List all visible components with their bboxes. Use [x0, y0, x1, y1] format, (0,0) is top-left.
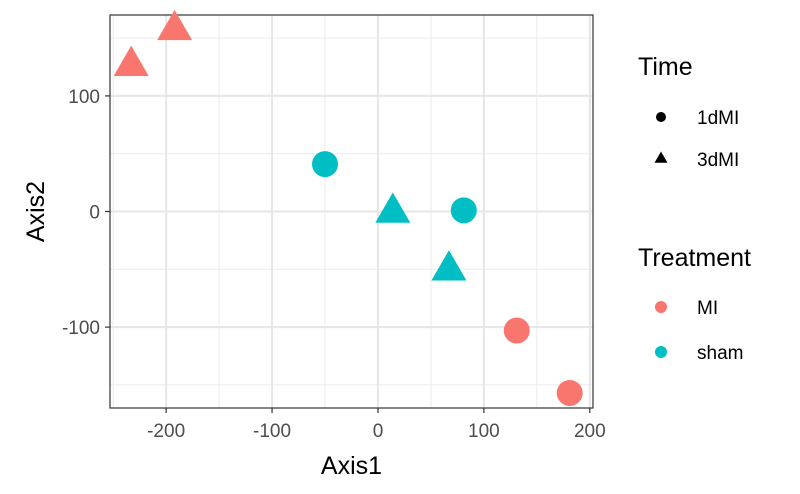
legend-label: MI — [697, 298, 718, 319]
data-point-triangle — [375, 192, 411, 223]
y-axis-title: Axis2 — [22, 181, 50, 242]
data-points — [113, 9, 583, 406]
grid-major — [110, 15, 593, 408]
legend-label: 1dMI — [697, 108, 739, 129]
legend-label: sham — [697, 343, 743, 364]
x-tick-label: 200 — [574, 421, 606, 442]
x-tick-label: -100 — [253, 421, 291, 442]
y-axis-ticks: -100 0 100 — [62, 87, 110, 339]
data-point-circle — [312, 151, 339, 178]
y-tick-label: -100 — [62, 318, 100, 339]
legend-key-triangle — [654, 151, 668, 163]
legends: Time 1dMI 3dMI Treatment MI sham — [638, 53, 751, 364]
data-point-triangle — [113, 45, 149, 76]
x-axis-title: Axis1 — [321, 452, 382, 480]
data-point-triangle — [157, 9, 193, 41]
data-point-circle — [503, 317, 530, 344]
y-tick-label: 100 — [68, 87, 100, 108]
data-point-circle — [450, 197, 477, 224]
data-point-circle — [556, 379, 583, 406]
legend-title-treatment: Treatment — [638, 244, 751, 272]
x-tick-label: -200 — [147, 421, 185, 442]
legend-label: 3dMI — [697, 150, 739, 171]
y-tick-label: 0 — [89, 203, 100, 224]
legend-key-color — [655, 301, 667, 313]
legend-key-circle — [656, 112, 666, 122]
x-tick-label: 100 — [468, 421, 500, 442]
legend-title-time: Time — [638, 53, 693, 81]
x-tick-label: 0 — [373, 421, 384, 442]
legend-key-color — [655, 346, 667, 358]
x-axis-ticks: -200 -100 0 100 200 — [147, 408, 606, 442]
data-point-triangle — [431, 250, 467, 281]
